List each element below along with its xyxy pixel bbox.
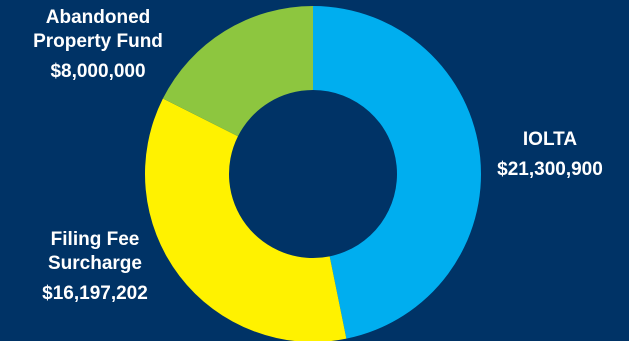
slice-name-abandoned-line2: Property Fund [33,31,163,52]
slice-label-iolta: IOLTA $21,300,900 [490,128,610,182]
slice-name-iolta: IOLTA [522,129,578,150]
slice-name-filing-fee-line1: Filing Fee [50,229,140,250]
slice-value-iolta: $21,300,900 [497,159,603,180]
slice-label-filing-fee-surcharge: Filing Fee Surcharge $16,197,202 [20,228,170,306]
slice-value-filing-fee-surcharge: $16,197,202 [42,283,148,304]
donut-slice-filing-fee-surcharge [145,98,347,341]
donut-slice-iolta [313,6,481,339]
donut-slice-abandoned-property-fund [162,6,313,137]
slice-name-filing-fee-line2: Surcharge [48,253,142,274]
slice-label-abandoned-property-fund: Abandoned Property Fund $8,000,000 [18,6,178,84]
slice-name-abandoned-line1: Abandoned [45,7,151,28]
slice-value-abandoned-property-fund: $8,000,000 [50,61,146,82]
